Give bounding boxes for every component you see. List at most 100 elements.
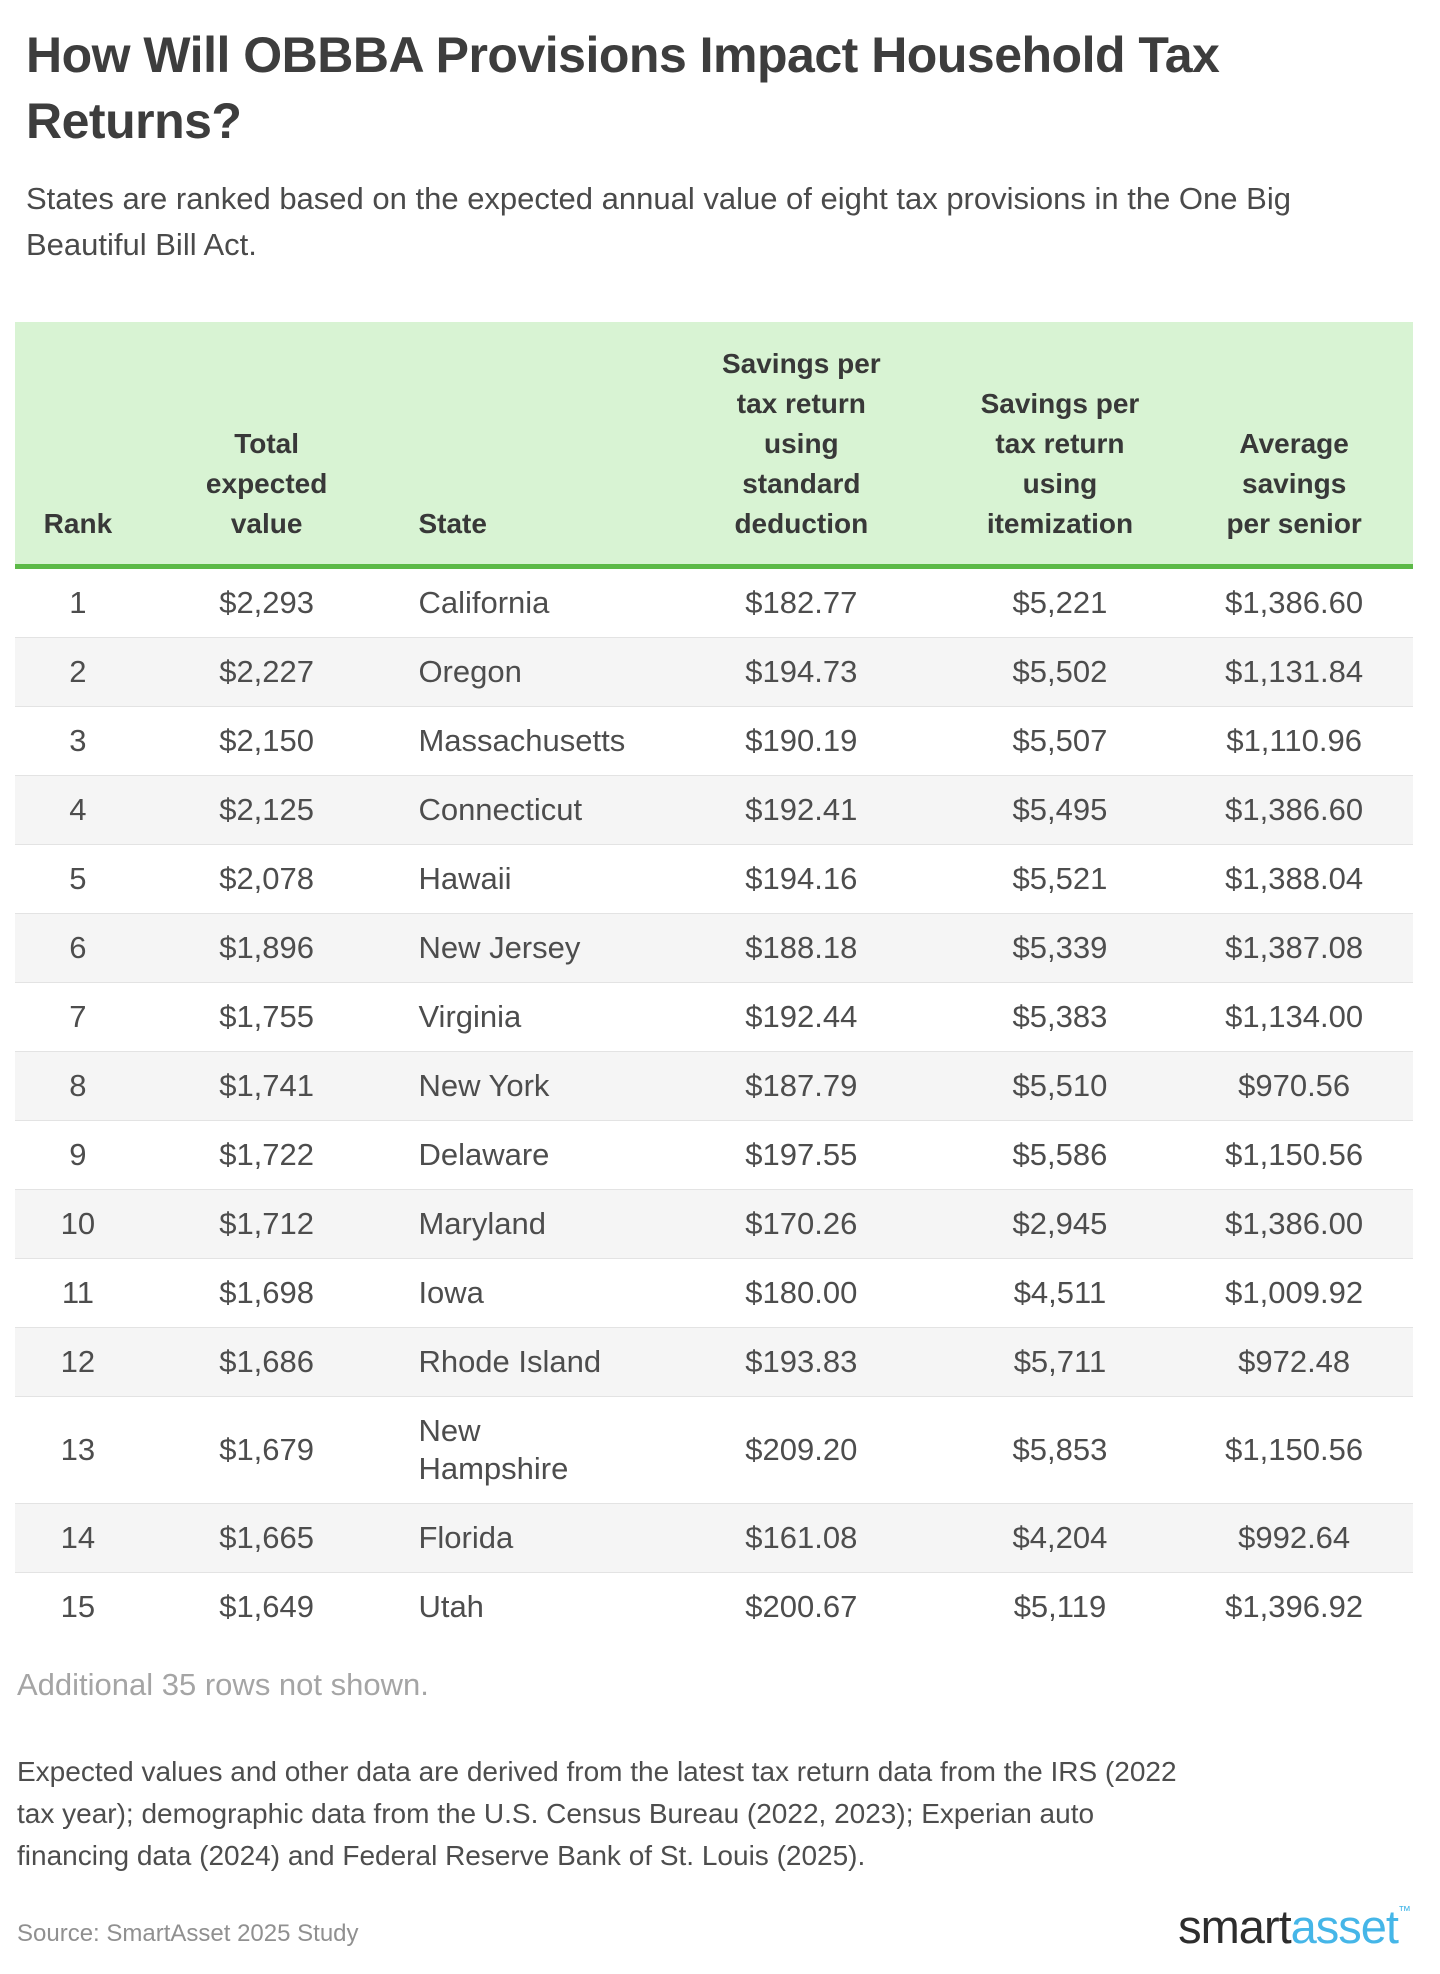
state-cell: California [418,585,550,620]
column-header-rank: Rank [15,322,141,569]
savings-itemization-cell: $5,495 [1012,792,1108,827]
average-savings-per-senior-cell: $1,396.92 [1225,1589,1364,1624]
table-row: 11 $1,698 Iowa $180.00 $4,511 $1,009.92 [15,1258,1413,1328]
source-note: Source: SmartAsset 2025 Study [17,1920,359,1947]
savings-itemization-cell: $2,945 [1012,1206,1108,1241]
rank-cell: 15 [60,1589,96,1624]
savings-standard-deduction-cell: $188.18 [745,930,858,965]
smartasset-logo: smartasset™ [1178,1899,1425,1954]
savings-standard-deduction-cell: $170.26 [745,1206,858,1241]
table-row: 13 $1,679 New Hampshire $209.20 $5,853 $1,150… [15,1396,1413,1504]
logo-asset: asset [1290,1900,1399,1953]
state-cell: New Hampshire [418,1413,569,1486]
trademark-symbol: ™ [1398,1903,1411,1918]
savings-standard-deduction-cell: $192.44 [745,999,858,1034]
total-expected-value-cell: $2,078 [219,861,315,896]
state-cell: New Jersey [418,930,581,965]
rows-note: Additional 35 rows not shown. [17,1667,429,1702]
rank-cell: 14 [60,1520,96,1555]
savings-standard-deduction-cell: $182.77 [745,585,858,620]
average-savings-per-senior-cell: $1,134.00 [1225,999,1364,1034]
average-savings-per-senior-cell: $1,388.04 [1225,861,1364,896]
savings-itemization-cell: $5,586 [1012,1137,1108,1172]
savings-itemization-cell: $5,502 [1012,654,1108,689]
rank-cell: 5 [69,861,87,896]
state-cell: Delaware [418,1137,550,1172]
rank-cell: 7 [69,999,87,1034]
logo-smart: smart [1178,1900,1291,1953]
average-savings-per-senior-cell: $1,386.60 [1225,585,1364,620]
savings-standard-deduction-cell: $161.08 [745,1520,858,1555]
column-header-state: State [392,322,659,569]
total-expected-value-cell: $1,722 [219,1137,315,1172]
total-expected-value-cell: $2,125 [219,792,315,827]
savings-standard-deduction-cell: $194.73 [745,654,858,689]
savings-standard-deduction-cell: $190.19 [745,723,858,758]
savings-itemization-cell: $5,119 [1013,1589,1107,1624]
rank-cell: 11 [61,1275,94,1310]
total-expected-value-cell: $1,679 [219,1432,315,1467]
savings-standard-deduction-cell: $194.16 [745,861,858,896]
table-row: 15 $1,649 Utah $200.67 $5,119 $1,396.92 [15,1572,1413,1642]
rank-cell: 3 [69,723,87,758]
table-row: 10 $1,712 Maryland $170.26 $2,945 $1,386.00 [15,1189,1413,1259]
rank-cell: 12 [60,1344,96,1379]
average-savings-per-senior-cell: $1,150.56 [1225,1432,1364,1467]
bottom-row: Source: SmartAsset 2025 Study smartasset… [15,1899,1425,1954]
rank-cell: 10 [60,1206,96,1241]
total-expected-value-cell: $2,293 [219,585,315,620]
total-expected-value-cell: $1,649 [219,1589,315,1624]
state-cell: Utah [418,1589,484,1624]
savings-itemization-cell: $5,339 [1012,930,1108,965]
savings-itemization-cell: $4,511 [1013,1275,1107,1310]
average-savings-per-senior-cell: $1,150.56 [1225,1137,1364,1172]
state-cell: Hawaii [418,861,512,896]
savings-standard-deduction-cell: $193.83 [745,1344,858,1379]
rankings-table: Rank Total expected value State Savings per… [15,322,1413,1641]
page-title: How Will OBBBA Provisions Impact Househo… [26,27,1220,149]
average-savings-per-senior-cell: $1,131.84 [1225,654,1364,689]
savings-standard-deduction-cell: $200.67 [745,1589,858,1624]
table-header: Rank Total expected value State Savings per… [15,322,1413,569]
savings-standard-deduction-cell: $192.41 [745,792,858,827]
rank-cell: 9 [69,1137,87,1172]
savings-itemization-cell: $5,521 [1012,861,1108,896]
table-row: 6 $1,896 New Jersey $188.18 $5,339 $1,387.08 [15,913,1413,983]
state-cell: Rhode Island [418,1344,602,1379]
average-savings-per-senior-cell: $992.64 [1238,1520,1351,1555]
state-cell: Maryland [418,1206,546,1241]
savings-itemization-cell: $5,853 [1012,1432,1108,1467]
methodology-note: Expected values and other data are deriv… [17,1756,1177,1871]
average-savings-per-senior-cell: $1,386.60 [1225,792,1364,827]
savings-itemization-cell: $5,383 [1012,999,1108,1034]
state-cell: Florida [418,1520,514,1555]
total-expected-value-cell: $1,698 [219,1275,315,1310]
savings-standard-deduction-cell: $180.00 [745,1275,858,1310]
rank-cell: 8 [69,1068,87,1103]
savings-standard-deduction-cell: $187.79 [745,1068,858,1103]
table-row: 7 $1,755 Virginia $192.44 $5,383 $1,134.00 [15,982,1413,1052]
state-cell: Connecticut [418,792,583,827]
savings-itemization-cell: $5,221 [1012,585,1108,620]
rank-cell: 4 [69,792,87,827]
state-cell: Oregon [418,654,522,689]
rank-cell: 13 [60,1432,96,1467]
table-row: 8 $1,741 New York $187.79 $5,510 $970.56 [15,1051,1413,1121]
table-row: 12 $1,686 Rhode Island $193.83 $5,711 $972.48 [15,1327,1413,1397]
total-expected-value-cell: $2,227 [219,654,315,689]
table-row: 14 $1,665 Florida $161.08 $4,204 $992.64 [15,1503,1413,1573]
table-row: 5 $2,078 Hawaii $194.16 $5,521 $1,388.04 [15,844,1413,914]
table-row: 4 $2,125 Connecticut $192.41 $5,495 $1,386.60 [15,775,1413,845]
savings-itemization-cell: $5,507 [1012,723,1108,758]
table-body: 1 $2,293 California $182.77 $5,221 $1,386.60 2… [15,567,1413,1642]
savings-itemization-cell: $4,204 [1012,1520,1108,1555]
average-savings-per-senior-cell: $972.48 [1238,1344,1351,1379]
average-savings-per-senior-cell: $1,386.00 [1225,1206,1364,1241]
table-row: 9 $1,722 Delaware $197.55 $5,586 $1,150.56 [15,1120,1413,1190]
savings-standard-deduction-cell: $209.20 [745,1432,858,1467]
column-header-savings-standard-deduction: Savings per tax return using standard de… [658,322,945,569]
state-cell: Virginia [418,999,522,1034]
rank-cell: 6 [69,930,87,965]
total-expected-value-cell: $1,712 [219,1206,315,1241]
